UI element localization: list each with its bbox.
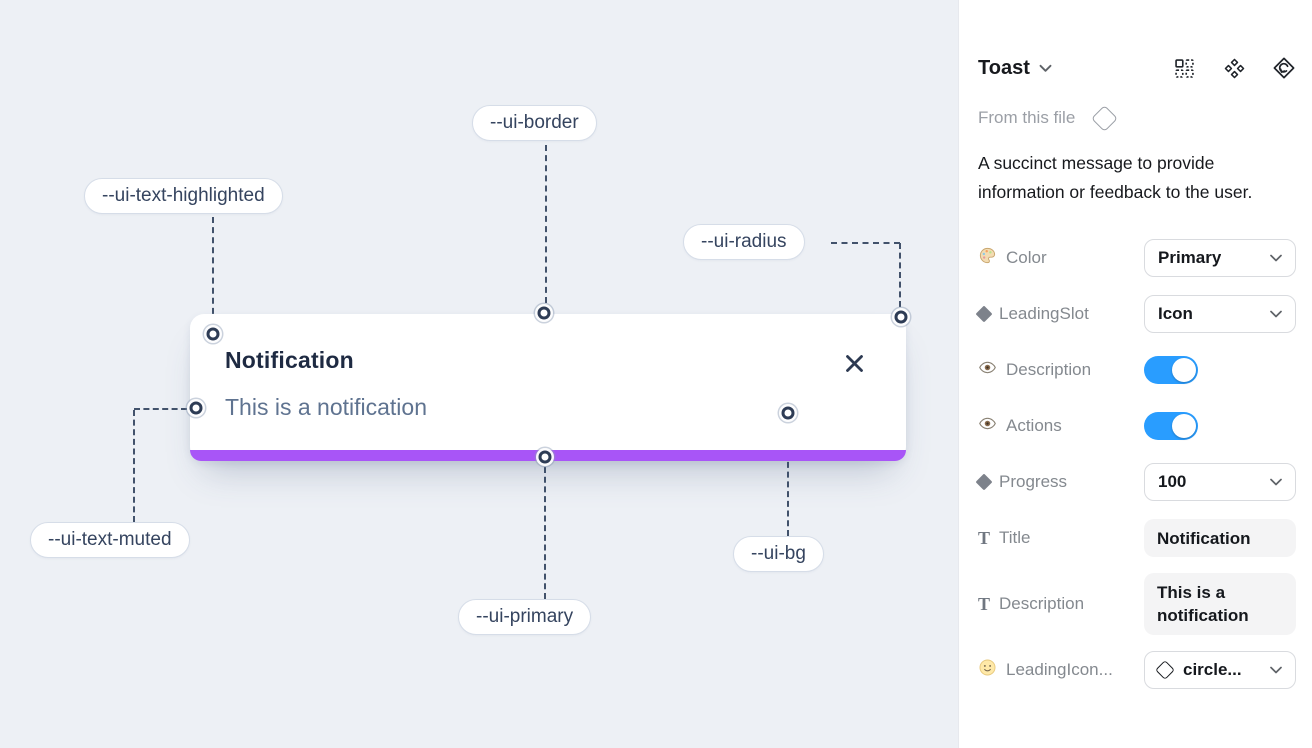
toggle-knob bbox=[1172, 358, 1196, 382]
connector-line-ui-bg bbox=[787, 423, 789, 536]
connector-point-ui-text-highlighted bbox=[206, 327, 220, 341]
diamond-icon bbox=[975, 305, 993, 323]
connector-line-ui-radius-h bbox=[831, 242, 900, 244]
connector-line-ui-primary bbox=[544, 467, 546, 599]
leadingslot-select[interactable]: Icon bbox=[1144, 295, 1296, 333]
toast-description: This is a notification bbox=[225, 394, 427, 420]
connector-point-ui-text-muted bbox=[189, 401, 203, 415]
chevron-down-icon bbox=[1270, 666, 1282, 674]
property-row-leadingslot: LeadingSlot Icon bbox=[975, 286, 1296, 342]
panel-header: Toast bbox=[978, 56, 1296, 80]
property-label-actions: Actions bbox=[978, 414, 1062, 438]
icon-shape-diamond-icon bbox=[1155, 660, 1175, 680]
toast-title: Notification bbox=[225, 347, 354, 373]
label-ui-primary: --ui-primary bbox=[458, 599, 592, 635]
property-label-title: T Title bbox=[978, 527, 1031, 548]
property-row-title: T Title Notification bbox=[978, 510, 1296, 566]
components-icon[interactable] bbox=[1222, 56, 1246, 80]
property-row-actions-toggle: Actions bbox=[978, 398, 1296, 454]
file-component-diamond-icon bbox=[1091, 104, 1119, 132]
swap-version-icon[interactable] bbox=[1272, 56, 1296, 80]
connector-point-ui-border bbox=[537, 306, 551, 320]
instance-grid-icon[interactable] bbox=[1172, 56, 1196, 80]
palette-icon bbox=[978, 246, 997, 270]
title-text-field[interactable]: Notification bbox=[1144, 519, 1296, 557]
property-row-description-toggle: Description bbox=[978, 342, 1296, 398]
source-label: From this file bbox=[978, 108, 1076, 127]
property-label-leadingslot: LeadingSlot bbox=[975, 304, 1089, 324]
property-label-progress: Progress bbox=[975, 472, 1067, 492]
connector-line-ui-radius-v bbox=[899, 243, 901, 307]
property-row-description-text: T Description This is a notification bbox=[978, 566, 1296, 642]
property-label-description: Description bbox=[978, 358, 1091, 382]
label-ui-text-muted: --ui-text-muted bbox=[30, 522, 190, 558]
property-row-color: Color Primary bbox=[978, 230, 1296, 286]
source-row: From this file bbox=[978, 104, 1296, 132]
connector-point-ui-primary bbox=[538, 450, 552, 464]
connector-line-ui-text-muted-h bbox=[134, 408, 187, 410]
connector-point-ui-radius bbox=[894, 310, 908, 324]
diamond-icon bbox=[975, 473, 993, 491]
actions-toggle[interactable] bbox=[1144, 412, 1198, 440]
connector-point-ui-bg bbox=[781, 406, 795, 420]
connector-line-ui-text-highlighted bbox=[212, 217, 214, 324]
progress-select[interactable]: 100 bbox=[1144, 463, 1296, 501]
property-label-color: Color bbox=[978, 246, 1047, 270]
toggle-knob bbox=[1172, 414, 1196, 438]
chevron-down-icon bbox=[1270, 254, 1282, 262]
label-ui-bg: --ui-bg bbox=[733, 536, 824, 572]
x-close-icon bbox=[844, 353, 865, 379]
eye-icon bbox=[978, 414, 997, 438]
text-icon: T bbox=[978, 593, 991, 614]
property-row-progress: Progress 100 bbox=[975, 454, 1296, 510]
smiley-icon bbox=[978, 658, 997, 682]
label-ui-radius: --ui-radius bbox=[683, 224, 805, 260]
chevron-down-icon bbox=[1270, 478, 1282, 486]
properties-panel: Toast bbox=[958, 0, 1312, 748]
toast-close-button[interactable] bbox=[842, 354, 866, 378]
description-toggle[interactable] bbox=[1144, 356, 1198, 384]
connector-line-ui-text-muted-v bbox=[133, 410, 135, 522]
component-description: A succinct message to provide informatio… bbox=[978, 153, 1253, 202]
label-ui-text-highlighted: --ui-text-highlighted bbox=[84, 178, 283, 214]
description-text-field[interactable]: This is a notification bbox=[1144, 573, 1296, 635]
color-select[interactable]: Primary bbox=[1144, 239, 1296, 277]
property-row-leadingicon: LeadingIcon... circle... bbox=[978, 642, 1296, 698]
connector-line-ui-border bbox=[545, 145, 547, 303]
property-list: Color Primary LeadingSlot Icon bbox=[975, 230, 1296, 698]
toast-component-preview: Notification This is a notification bbox=[190, 314, 906, 461]
design-canvas[interactable]: Notification This is a notification --ui… bbox=[0, 0, 958, 748]
text-icon: T bbox=[978, 527, 991, 548]
component-dropdown-button[interactable] bbox=[1039, 64, 1052, 73]
leadingicon-select[interactable]: circle... bbox=[1144, 651, 1296, 689]
chevron-down-icon bbox=[1270, 310, 1282, 318]
property-label-leadingicon: LeadingIcon... bbox=[978, 658, 1113, 682]
component-name: Toast bbox=[978, 56, 1030, 79]
eye-icon bbox=[978, 358, 997, 382]
label-ui-border: --ui-border bbox=[472, 105, 597, 141]
property-label-description-text: T Description bbox=[978, 593, 1085, 614]
